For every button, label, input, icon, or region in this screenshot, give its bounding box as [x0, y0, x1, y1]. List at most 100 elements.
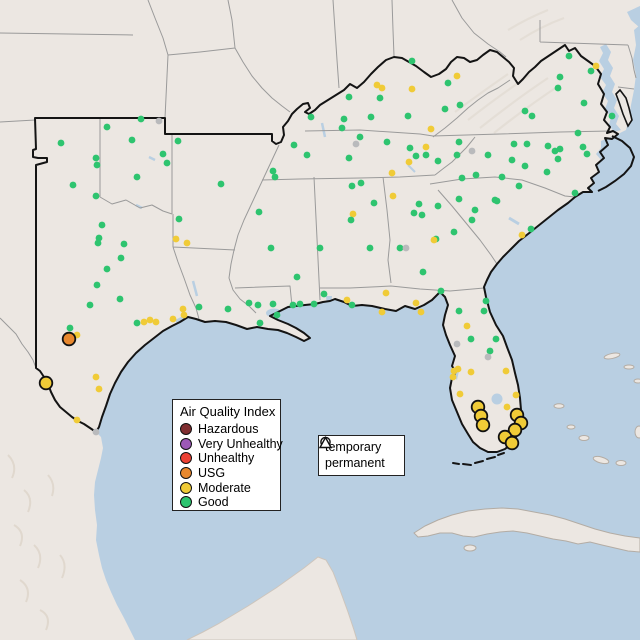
- station-dot: [269, 300, 277, 308]
- station-dot: [467, 335, 475, 343]
- station-dot: [508, 156, 516, 164]
- station-dot: [518, 231, 526, 239]
- station-dot: [468, 147, 476, 155]
- stations-layer: [38, 52, 616, 451]
- station-dot: [92, 428, 100, 436]
- station-dot: [92, 192, 100, 200]
- station-dot: [493, 197, 501, 205]
- virginia-eastern-shore: [615, 88, 633, 128]
- station-dot: [133, 319, 141, 327]
- aqi-swatch-icon: [180, 496, 192, 509]
- station-dot: [146, 316, 154, 324]
- station-dot: [504, 435, 520, 451]
- station-dot: [38, 375, 54, 391]
- station-dot: [347, 216, 355, 224]
- station-dot: [444, 79, 452, 87]
- station-dot: [427, 125, 435, 133]
- lake-eufaula: [148, 155, 156, 162]
- station-dot: [159, 150, 167, 158]
- station-dot: [512, 391, 520, 399]
- aqi-legend-item: USG: [180, 466, 274, 481]
- station-dot: [492, 335, 500, 343]
- coastal-details: [452, 88, 636, 466]
- station-dot: [463, 322, 471, 330]
- station-dot: [408, 57, 416, 65]
- station-dot: [412, 299, 420, 307]
- station-dot: [475, 417, 491, 433]
- aqi-legend: Air Quality Index Hazardous Very Unhealth…: [172, 399, 283, 511]
- station-dot: [383, 138, 391, 146]
- station-dot: [554, 155, 562, 163]
- station-dot: [172, 235, 180, 243]
- station-dot: [458, 174, 466, 182]
- station-dot: [528, 112, 536, 120]
- station-dot: [57, 139, 65, 147]
- station-dot: [441, 105, 449, 113]
- station-dot: [468, 216, 476, 224]
- station-dot: [352, 140, 360, 148]
- station-dot: [419, 268, 427, 276]
- station-dot: [498, 173, 506, 181]
- station-dot: [417, 308, 425, 316]
- yucatan-landmass: [186, 556, 358, 640]
- region-boundary: [32, 44, 619, 453]
- florida-keys: [452, 452, 505, 466]
- isla-juventud-island: [463, 544, 477, 552]
- aqi-legend-label: Moderate: [198, 480, 251, 495]
- station-dot: [103, 265, 111, 273]
- station-dot: [66, 324, 74, 332]
- station-dot: [95, 385, 103, 393]
- station-dot: [456, 101, 464, 109]
- station-dot: [155, 117, 163, 125]
- lake-okeechobee: [491, 393, 503, 405]
- station-dot: [93, 281, 101, 289]
- station-dot: [484, 151, 492, 159]
- station-dot: [521, 162, 529, 170]
- station-dot: [370, 199, 378, 207]
- station-dot: [480, 307, 488, 315]
- station-dot: [422, 143, 430, 151]
- station-dot: [556, 145, 564, 153]
- chesapeake-bay: [599, 44, 621, 132]
- station-dot: [267, 244, 275, 252]
- station-dot: [484, 353, 492, 361]
- station-dot: [437, 287, 445, 295]
- outer-banks: [597, 135, 636, 192]
- station-dot: [565, 52, 573, 60]
- station-dot: [69, 181, 77, 189]
- aqi-legend-item: Very Unhealthy: [180, 437, 283, 452]
- station-dot: [404, 112, 412, 120]
- station-dot: [471, 206, 479, 214]
- tennessee-river-lake: [407, 164, 416, 173]
- station-dot: [454, 365, 462, 373]
- station-dot: [382, 289, 390, 297]
- station-dot: [73, 416, 81, 424]
- aqi-swatch-icon: [180, 481, 192, 494]
- station-dot: [307, 113, 315, 121]
- aqi-legend-label: Unhealthy: [198, 451, 255, 466]
- station-dot: [523, 140, 531, 148]
- station-dot: [303, 151, 311, 159]
- delaware-bay: [627, 6, 640, 28]
- appalachian-ridges: [454, 8, 565, 134]
- station-dot: [406, 144, 414, 152]
- permanent-triangle-icon: [319, 436, 332, 449]
- aqi-legend-label: Very Unhealthy: [198, 436, 283, 451]
- station-dot: [103, 123, 111, 131]
- station-dot: [543, 168, 551, 176]
- station-dot: [310, 300, 318, 308]
- station-dot: [378, 308, 386, 316]
- station-dot: [61, 331, 77, 347]
- station-dot: [140, 318, 148, 326]
- station-dot: [449, 373, 457, 381]
- station-dot: [98, 221, 106, 229]
- station-dot: [356, 133, 364, 141]
- station-dot: [254, 301, 262, 309]
- station-dot: [422, 151, 430, 159]
- station-dot: [376, 94, 384, 102]
- station-dot: [256, 319, 264, 327]
- station-dot: [527, 225, 535, 233]
- station-dot: [554, 84, 562, 92]
- station-dot: [507, 422, 523, 438]
- station-dot: [367, 113, 375, 121]
